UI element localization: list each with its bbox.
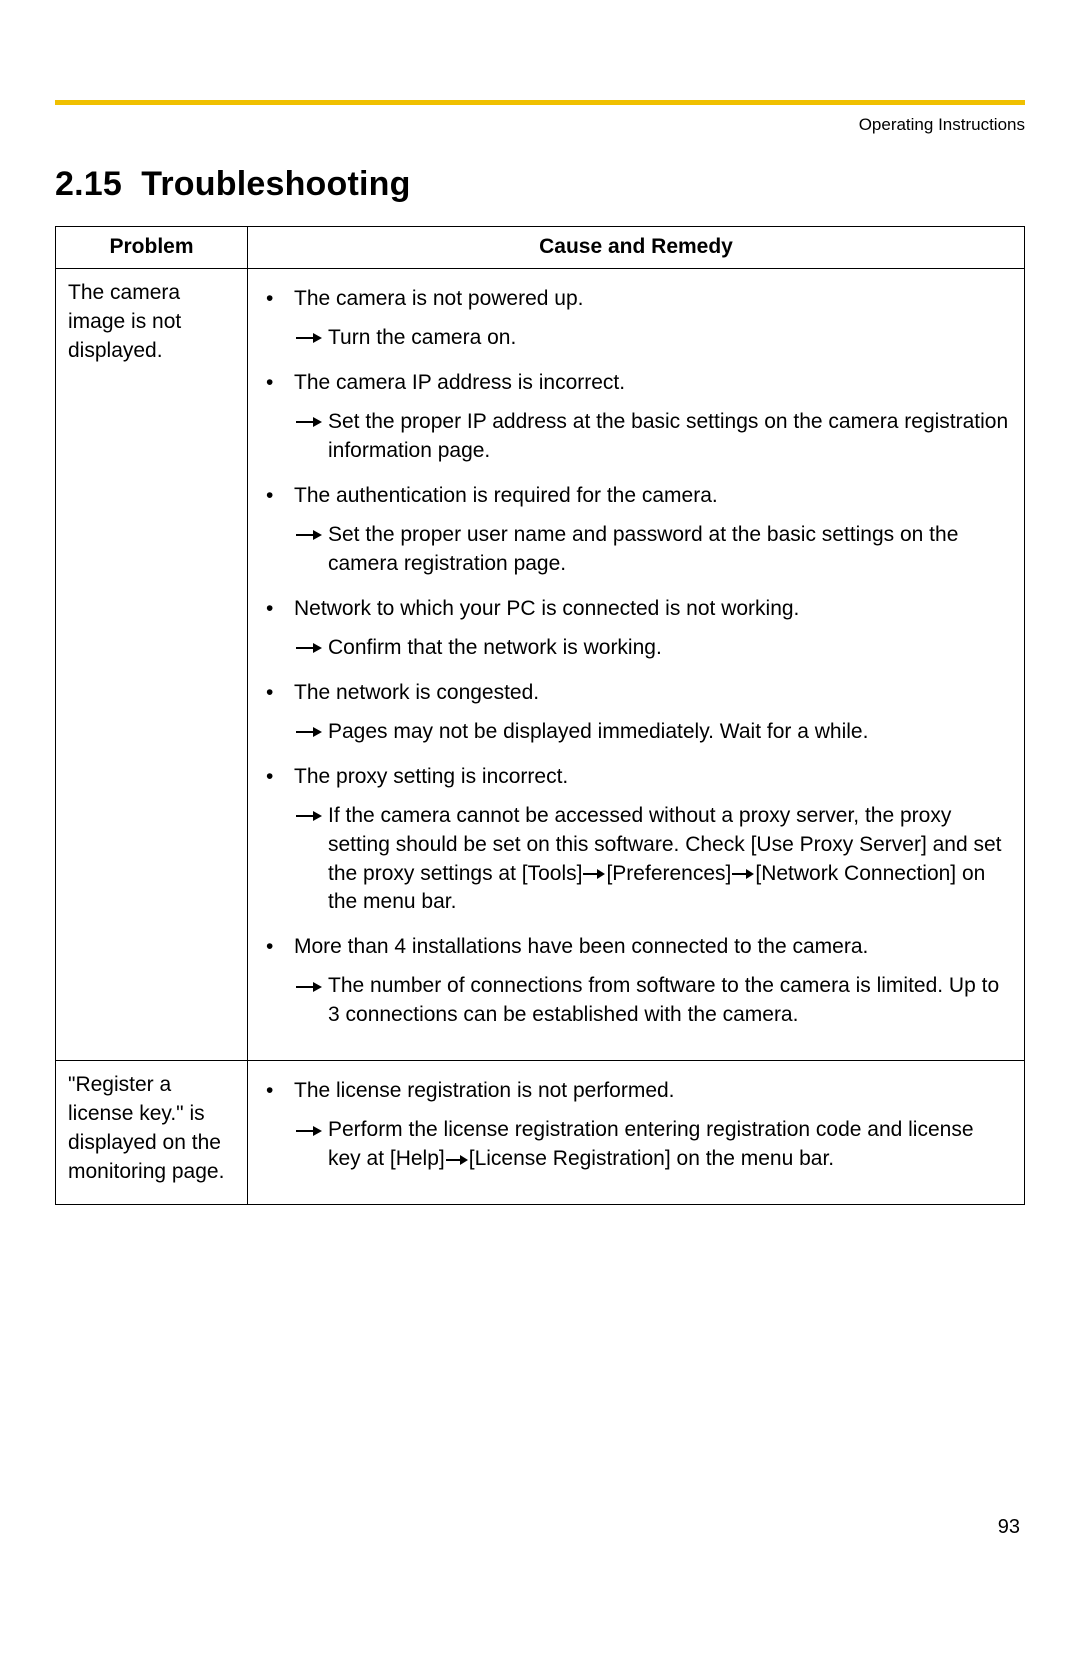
remedy-text: The number of connections from software … — [328, 972, 1012, 1030]
col-header-problem: Problem — [56, 227, 248, 269]
table-body: The camera image is not displayed.•The c… — [56, 268, 1025, 1204]
cause-text: The authentication is required for the c… — [294, 482, 1012, 511]
cause-cell: •The camera is not powered up.Turn the c… — [248, 268, 1025, 1060]
arrow-col — [260, 972, 328, 1030]
bullet-icon: • — [260, 482, 294, 511]
arrow-icon — [296, 727, 322, 737]
remedy-row: Confirm that the network is working. — [260, 634, 1012, 663]
arrow-icon — [296, 643, 322, 653]
section-title-text: Troubleshooting — [141, 165, 410, 203]
cause-bullet: •The authentication is required for the … — [260, 482, 1012, 511]
cause-text: The license registration is not performe… — [294, 1077, 1012, 1106]
remedy-text: If the camera cannot be accessed without… — [328, 802, 1012, 918]
arrow-col — [260, 802, 328, 918]
remedy-row: Set the proper IP address at the basic s… — [260, 408, 1012, 466]
problem-cell: "Register a license key." is displayed o… — [56, 1061, 248, 1205]
table-row: The camera image is not displayed.•The c… — [56, 268, 1025, 1060]
header-label: Operating Instructions — [55, 115, 1025, 135]
remedy-text: Perform the license registration enterin… — [328, 1116, 1012, 1174]
remedy-row: Pages may not be displayed immediately. … — [260, 718, 1012, 747]
top-rule — [55, 100, 1025, 105]
arrow-icon — [296, 1126, 322, 1136]
cause-cell: •The license registration is not perform… — [248, 1061, 1025, 1205]
cause-bullet: •The camera is not powered up. — [260, 285, 1012, 314]
cause-bullet: •Network to which your PC is connected i… — [260, 595, 1012, 624]
bullet-icon: • — [260, 369, 294, 398]
remedy-text: Set the proper IP address at the basic s… — [328, 408, 1012, 466]
arrow-icon — [296, 530, 322, 540]
remedy-row: Set the proper user name and password at… — [260, 521, 1012, 579]
bullet-icon: • — [260, 285, 294, 314]
arrow-col — [260, 521, 328, 579]
cause-text: More than 4 installations have been conn… — [294, 933, 1012, 962]
remedy-text: Confirm that the network is working. — [328, 634, 1012, 663]
arrow-col — [260, 1116, 328, 1174]
cause-bullet: •More than 4 installations have been con… — [260, 933, 1012, 962]
remedy-text: Turn the camera on. — [328, 324, 1012, 353]
col-header-cause: Cause and Remedy — [248, 227, 1025, 269]
page-number: 93 — [998, 1516, 1020, 1539]
remedy-row: Perform the license registration enterin… — [260, 1116, 1012, 1174]
cause-text: The camera IP address is incorrect. — [294, 369, 1012, 398]
section-title: 2.15 Troubleshooting — [55, 165, 1025, 204]
cause-text: The proxy setting is incorrect. — [294, 763, 1012, 792]
document-page: Operating Instructions 2.15 Troubleshoot… — [0, 0, 1080, 1669]
cause-text: The network is congested. — [294, 679, 1012, 708]
arrow-icon — [583, 869, 605, 879]
bullet-icon: • — [260, 763, 294, 792]
arrow-icon — [296, 811, 322, 821]
bullet-icon: • — [260, 595, 294, 624]
section-number: 2.15 — [55, 165, 122, 203]
remedy-text: Set the proper user name and password at… — [328, 521, 1012, 579]
arrow-col — [260, 408, 328, 466]
table-row: "Register a license key." is displayed o… — [56, 1061, 1025, 1205]
cause-bullet: •The network is congested. — [260, 679, 1012, 708]
bullet-icon: • — [260, 1077, 294, 1106]
arrow-icon — [296, 982, 322, 992]
arrow-col — [260, 634, 328, 663]
bullet-icon: • — [260, 679, 294, 708]
cause-text: The camera is not powered up. — [294, 285, 1012, 314]
arrow-icon — [296, 417, 322, 427]
remedy-row: Turn the camera on. — [260, 324, 1012, 353]
table-header-row: Problem Cause and Remedy — [56, 227, 1025, 269]
problem-cell: The camera image is not displayed. — [56, 268, 248, 1060]
arrow-col — [260, 718, 328, 747]
remedy-row: The number of connections from software … — [260, 972, 1012, 1030]
cause-text: Network to which your PC is connected is… — [294, 595, 1012, 624]
arrow-icon — [732, 869, 754, 879]
troubleshooting-table: Problem Cause and Remedy The camera imag… — [55, 226, 1025, 1205]
arrow-icon — [296, 333, 322, 343]
remedy-text: Pages may not be displayed immediately. … — [328, 718, 1012, 747]
arrow-icon — [446, 1155, 468, 1165]
cause-bullet: •The proxy setting is incorrect. — [260, 763, 1012, 792]
cause-bullet: •The license registration is not perform… — [260, 1077, 1012, 1106]
cause-bullet: •The camera IP address is incorrect. — [260, 369, 1012, 398]
bullet-icon: • — [260, 933, 294, 962]
remedy-row: If the camera cannot be accessed without… — [260, 802, 1012, 918]
arrow-col — [260, 324, 328, 353]
